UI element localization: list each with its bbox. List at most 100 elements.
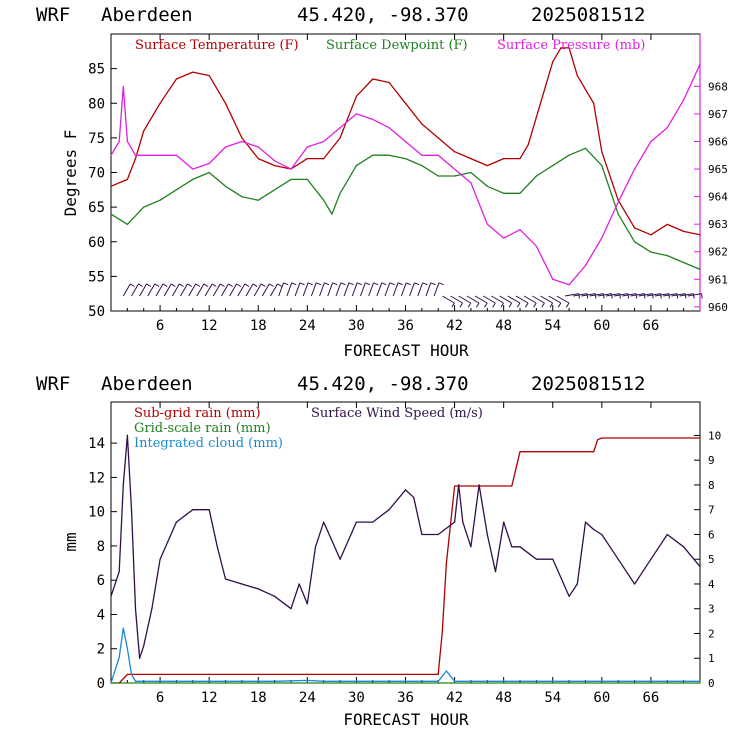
series-point (634, 168, 636, 170)
wind-barb-flag (203, 283, 209, 287)
y-tick-label: 6 (97, 573, 105, 589)
wind-barb-flag (549, 302, 554, 308)
bottom-coords: 45.420, -98.370 (297, 373, 469, 395)
series-point (290, 168, 292, 170)
series-point (404, 489, 407, 491)
wind-barb (573, 293, 588, 297)
top-x-axis: 6 12 18 24 30 36 42 48 54 60 66 (126, 34, 685, 334)
wind-barb (622, 293, 637, 297)
series-point (601, 151, 603, 153)
series-point (290, 608, 292, 610)
wind-barb (499, 295, 512, 304)
series-point (192, 71, 194, 73)
series-point (454, 175, 456, 177)
y-tick-label: 65 (88, 200, 105, 216)
series-point (143, 645, 145, 647)
wind-barb (581, 293, 596, 297)
wind-barb (663, 293, 678, 297)
series-point (192, 168, 194, 170)
wind-barb-flag (381, 282, 387, 286)
wind-barb (188, 283, 197, 297)
y2-tick-label: 1 (708, 652, 715, 665)
wind-barb (147, 283, 156, 297)
wind-barb-flag (356, 282, 362, 286)
top-legend: Surface Temperature (F) Surface Dewpoint… (135, 38, 645, 53)
series-point (192, 509, 194, 511)
wind-barb-flag (324, 282, 330, 286)
wind-barb-flag (406, 282, 411, 286)
top-plot-area: 6 12 18 24 30 36 42 48 54 60 66 50 55 60 65 70 75 80 85 9… (88, 33, 728, 334)
series-point (224, 146, 227, 148)
wind-barb-flag (578, 293, 580, 299)
wind-barb-flag (430, 282, 436, 286)
series-point (339, 137, 341, 139)
wind-barb-flag (277, 283, 283, 287)
series-point (208, 171, 210, 174)
wind-barb (540, 295, 553, 304)
wind-barb-flag (508, 302, 513, 308)
wind-barb (646, 293, 661, 297)
series-point (404, 158, 407, 160)
wind-barb (671, 293, 686, 297)
series-point (576, 75, 578, 77)
wind-barb (196, 283, 205, 297)
series-point (306, 603, 308, 605)
series-point (617, 558, 619, 560)
y-tick-label: 60 (88, 235, 105, 251)
x-tick-label: 60 (593, 318, 610, 334)
series-point (683, 261, 685, 264)
series-point (699, 268, 701, 270)
series-point (274, 680, 276, 682)
series-point (454, 151, 456, 153)
wind-barb-flag (602, 293, 605, 299)
series-point (699, 63, 701, 65)
series-point (143, 154, 145, 156)
legend-pressure: Surface Pressure (mb) (497, 38, 645, 53)
series-point (388, 127, 390, 129)
y2-tick-label: 964 (708, 191, 728, 204)
y-tick-label: 85 (88, 62, 105, 78)
wind-barb (302, 282, 309, 297)
series-point (118, 140, 120, 143)
series-point (331, 213, 333, 215)
x-tick-label: 48 (495, 690, 512, 706)
series-point (122, 627, 124, 629)
wind-barb-flag (524, 302, 529, 308)
series-point (568, 595, 570, 597)
y2-tick-label: 10 (708, 429, 721, 442)
series-point (257, 158, 259, 160)
wind-barb (220, 283, 229, 297)
wind-barb (237, 283, 246, 297)
wind-barb (417, 282, 424, 297)
series-point (617, 201, 619, 203)
series-point (126, 223, 128, 225)
y-tick-label: 50 (88, 304, 105, 320)
wind-barb (343, 282, 350, 297)
wind-barb-flag (438, 282, 444, 286)
wind-barb-flag (692, 293, 695, 299)
series-point (314, 546, 317, 548)
series-point (503, 192, 505, 194)
wind-barb-flag (154, 283, 160, 287)
wind-barb (253, 283, 262, 297)
series-point (118, 571, 120, 573)
wind-barb (400, 282, 407, 297)
series-point (576, 583, 578, 585)
top-coords: 45.420, -98.370 (297, 4, 469, 26)
series-point (224, 102, 227, 104)
series-point (339, 558, 341, 560)
wind-barb-flag (138, 283, 143, 287)
top-y-axis: 50 55 60 65 70 75 80 85 (88, 62, 117, 320)
wind-barb-flag (269, 283, 274, 287)
series-point (355, 165, 357, 167)
wind-barb (384, 282, 391, 297)
series-point (601, 437, 603, 439)
y-tick-label: 14 (88, 436, 105, 452)
series-point (503, 158, 505, 160)
series-point (323, 140, 325, 143)
series-point (208, 509, 210, 511)
series-point (159, 199, 161, 201)
bottom-site: Aberdeen (101, 373, 193, 395)
wind-barb (180, 283, 188, 297)
wind-barb (556, 295, 570, 304)
